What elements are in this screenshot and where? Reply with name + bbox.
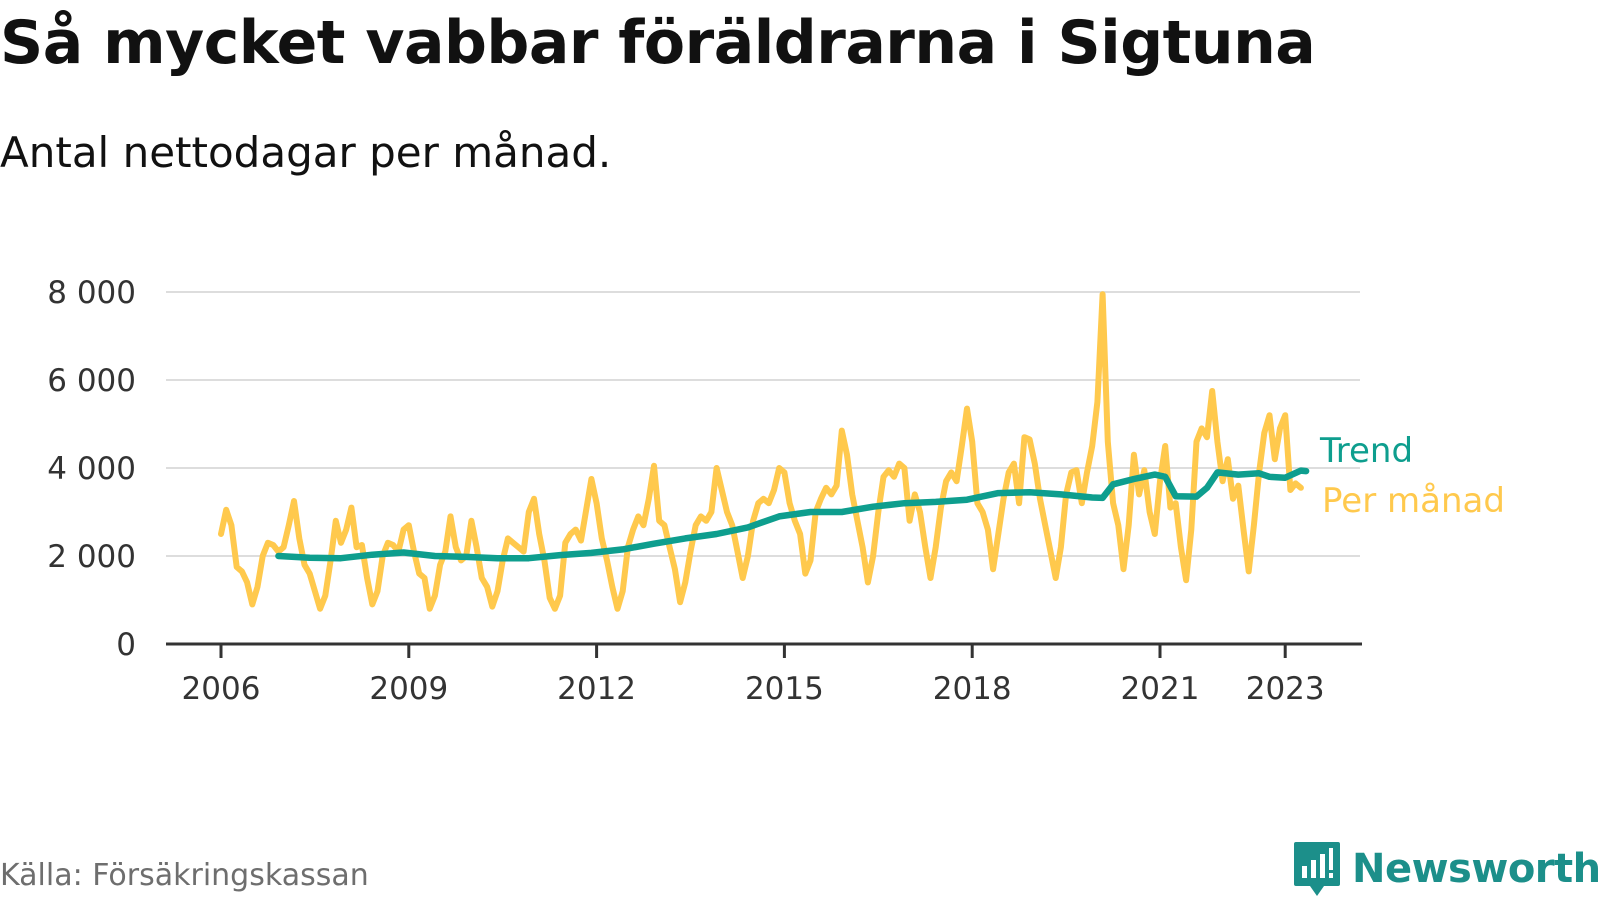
newsworthy-logo-icon: [1294, 842, 1340, 896]
x-tick-label: 2023: [1246, 671, 1325, 707]
x-tick-label: 2018: [933, 671, 1012, 707]
y-axis-ticks: 0 2 000 4 000 6 000 8 000: [47, 275, 136, 663]
x-tick-label: 2012: [557, 671, 636, 707]
chart-title: Så mycket vabbar föräldrarna i Sigtuna: [0, 8, 1316, 78]
x-tick-label: 2015: [745, 671, 824, 707]
series-line-per-manad: [218, 291, 1304, 612]
grid-lines: [166, 291, 1360, 557]
series-labels: Trend Per månad: [1319, 431, 1505, 521]
y-tick-label: 4 000: [47, 451, 136, 487]
source-note: Källa: Försäkringskassan: [0, 858, 369, 893]
brand-logo: Newsworthy: [1292, 840, 1600, 898]
y-tick-label: 0: [116, 627, 136, 663]
x-tick-label: 2021: [1121, 671, 1200, 707]
x-tick-label: 2006: [182, 671, 261, 707]
x-axis-ticks: 2006 2009 2012 2015 2018 2021 2023: [182, 644, 1325, 707]
y-tick-label: 2 000: [47, 539, 136, 575]
y-tick-label: 8 000: [47, 275, 136, 311]
series-label-trend: Trend: [1319, 431, 1413, 471]
series-lines: [218, 291, 1310, 612]
x-tick-label: 2009: [369, 671, 448, 707]
y-tick-label: 6 000: [47, 363, 136, 399]
series-label-per-manad: Per månad: [1322, 481, 1505, 521]
brand-name: Newsworthy: [1352, 846, 1600, 892]
series-line-trend: [275, 467, 1310, 562]
chart-subtitle: Antal nettodagar per månad.: [0, 128, 612, 177]
